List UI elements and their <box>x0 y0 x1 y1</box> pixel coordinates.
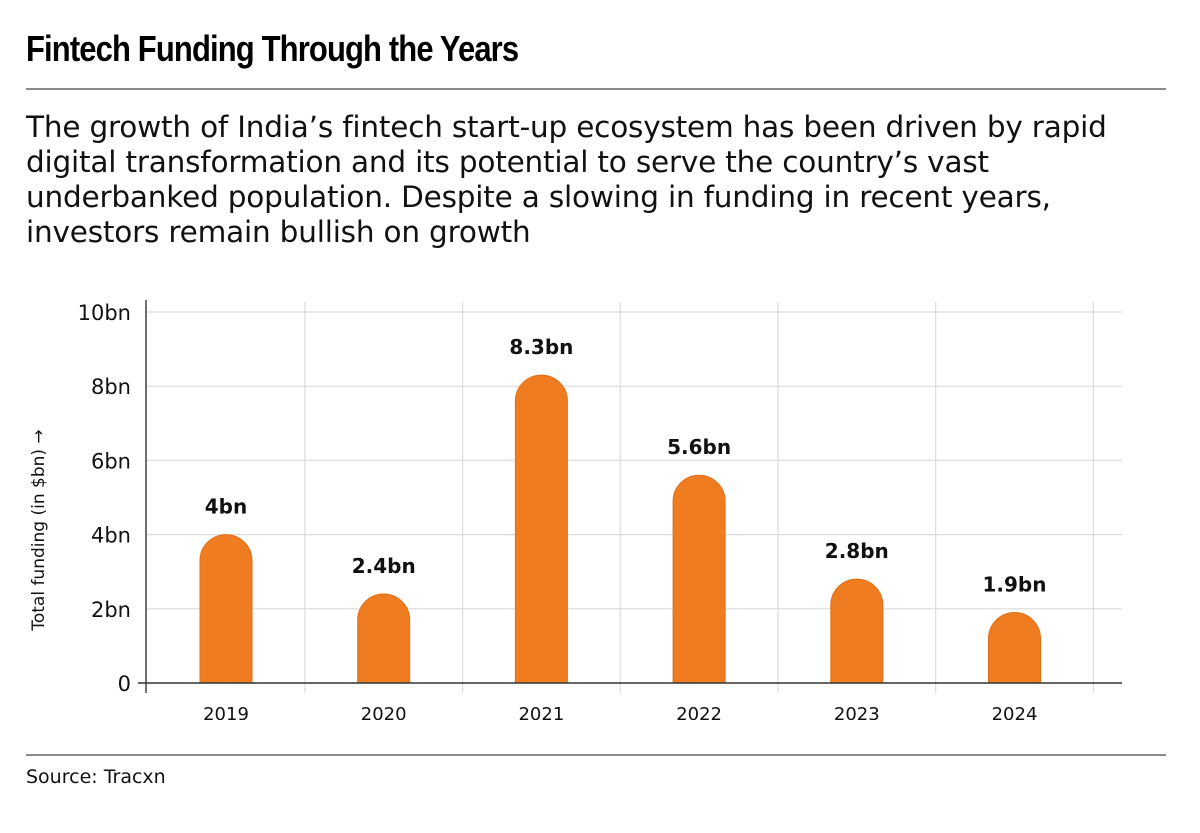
axes <box>138 300 1122 693</box>
bar-chart: 0 2bn 4bn 6bn 8bn 10bn 4bn 2019 2.4bn 2020 8.3bn 20… <box>29 300 1122 720</box>
bar-2020 <box>357 593 411 684</box>
y-tick-label: 4bn <box>91 524 131 548</box>
data-label-2019: 4bn <box>205 495 247 519</box>
bars <box>199 374 1041 684</box>
bar-2019 <box>199 534 253 684</box>
source-note: Source: Tracxn <box>26 766 166 788</box>
y-tick-label: 6bn <box>91 449 131 473</box>
x-tick-label: 2020 <box>361 704 407 720</box>
chart-title: Fintech Funding Through the Years <box>26 28 519 69</box>
gridlines <box>146 302 1122 693</box>
data-label-2023: 2.8bn <box>825 539 889 563</box>
data-label-2022: 5.6bn <box>667 435 731 459</box>
footer-divider <box>26 754 1166 756</box>
y-tick-label: 0 <box>118 672 131 696</box>
labels: 0 2bn 4bn 6bn 8bn 10bn 4bn 2019 2.4bn 2020 8.3bn 20… <box>78 301 1047 720</box>
y-tick-label: 2bn <box>91 598 131 622</box>
data-label-2020: 2.4bn <box>352 554 416 578</box>
chart-subtitle: The growth of India’s fintech start-up e… <box>26 110 1107 249</box>
bar-2021 <box>514 374 568 684</box>
y-tick-label: 8bn <box>91 375 131 399</box>
y-axis-title: Total funding (in $bn) → <box>29 429 49 631</box>
data-label-2024: 1.9bn <box>983 573 1047 597</box>
title-divider <box>26 88 1166 90</box>
x-tick-label: 2022 <box>676 704 722 720</box>
data-label-2021: 8.3bn <box>509 335 573 359</box>
bar-2022 <box>672 474 726 684</box>
x-tick-label: 2021 <box>518 704 564 720</box>
y-tick-label: 10bn <box>78 301 131 325</box>
bar-2023 <box>830 578 884 684</box>
x-tick-label: 2024 <box>992 704 1038 720</box>
x-tick-label: 2023 <box>834 704 880 720</box>
x-tick-label: 2019 <box>203 704 249 720</box>
bar-2024 <box>988 612 1041 684</box>
